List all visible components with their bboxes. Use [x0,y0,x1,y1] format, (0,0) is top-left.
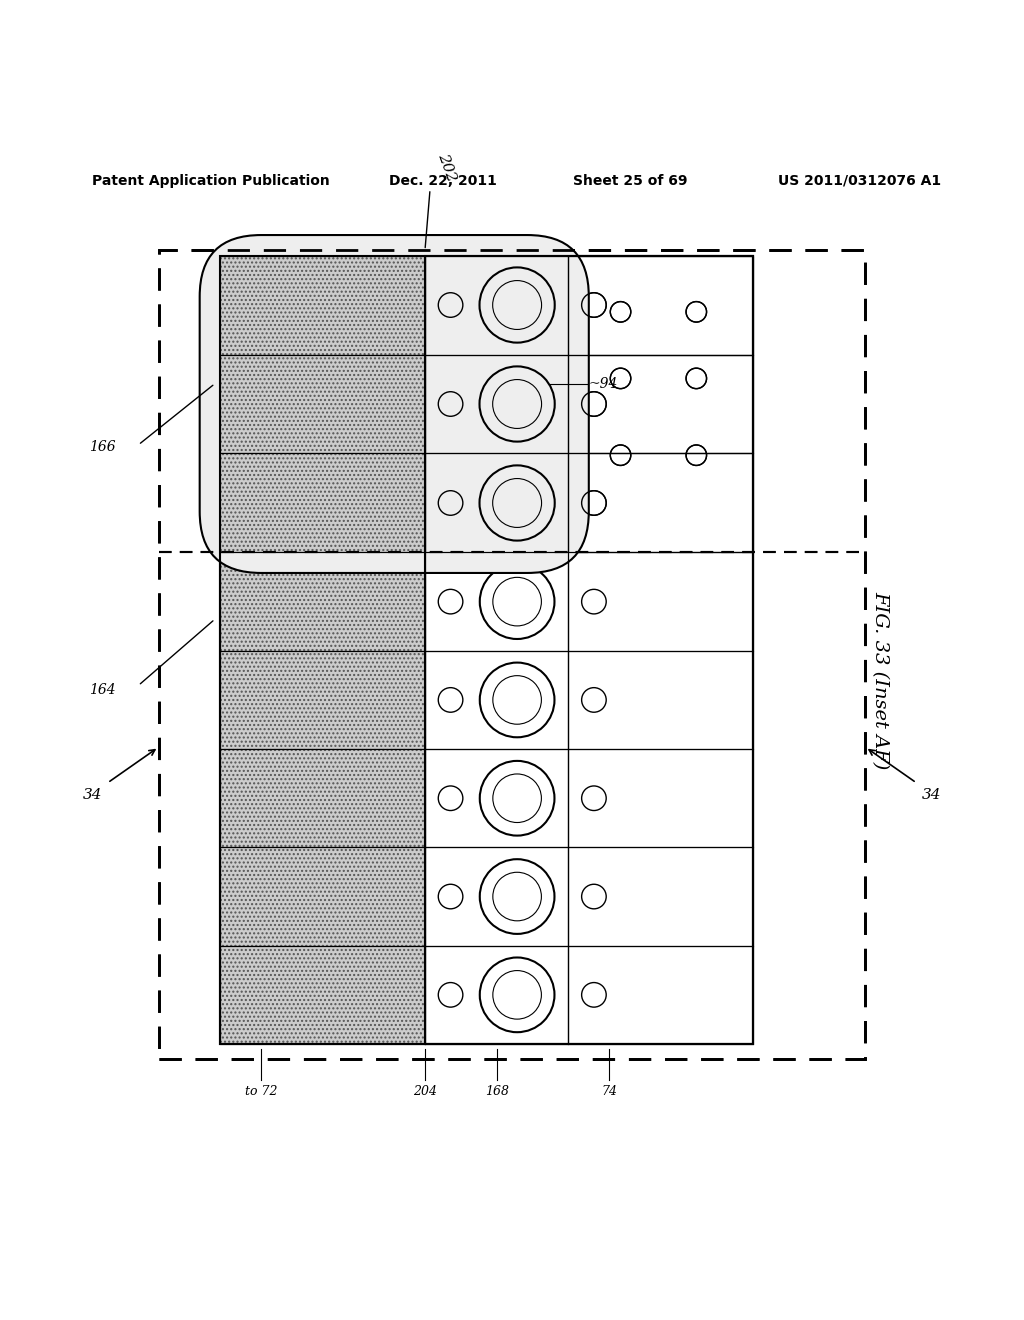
Text: 166: 166 [89,440,116,454]
Bar [220,256,425,355]
Bar [425,355,568,454]
Bar [425,256,568,355]
Bar [568,651,753,748]
Bar [220,355,425,454]
Text: 34: 34 [922,788,941,803]
Bar [425,945,568,1044]
Bar [220,256,425,355]
Bar [220,355,425,454]
Bar [220,256,425,355]
Bar [220,454,425,553]
Text: to 72: to 72 [245,1085,278,1098]
Bar [568,748,753,847]
Bar [220,454,425,553]
Bar [425,651,568,748]
Bar [220,355,425,454]
Bar [220,847,425,945]
Text: FIG. 33 (Inset AF): FIG. 33 (Inset AF) [871,591,890,770]
Bar [220,256,425,355]
Bar [220,651,425,748]
Bar [568,847,753,945]
Bar [220,847,425,945]
Text: Patent Application Publication: Patent Application Publication [92,174,330,187]
Text: 34: 34 [83,788,102,803]
Bar [220,256,753,1044]
FancyBboxPatch shape [200,235,589,573]
Bar [220,651,425,748]
Bar [425,355,568,454]
Text: 202: 202 [435,152,459,183]
Bar [568,454,753,553]
Bar [568,355,753,454]
Bar [425,748,568,847]
Bar [568,454,753,553]
Bar [220,454,425,553]
Bar [568,355,753,454]
Bar [220,355,425,454]
Text: Sheet 25 of 69: Sheet 25 of 69 [573,174,688,187]
Text: 74: 74 [601,1085,617,1098]
Bar [568,945,753,1044]
Text: 168: 168 [484,1085,509,1098]
Bar [220,748,425,847]
Bar [425,454,568,553]
Bar [425,847,568,945]
Text: ~94: ~94 [589,376,618,391]
Bar [220,454,425,553]
Bar [568,256,753,355]
Bar [568,256,753,355]
Bar [425,553,568,651]
Bar [425,256,568,355]
Bar [220,748,425,847]
Bar [159,251,865,1060]
Bar [568,553,753,651]
Text: 164: 164 [89,682,116,697]
Text: 204: 204 [413,1085,437,1098]
Bar [220,553,425,651]
Bar [220,256,753,1044]
Bar [425,256,753,1044]
Bar [159,251,865,1060]
Bar [220,945,425,1044]
Bar [220,945,425,1044]
Bar [220,553,425,651]
Bar [425,454,568,553]
Text: US 2011/0312076 A1: US 2011/0312076 A1 [778,174,941,187]
Text: Dec. 22, 2011: Dec. 22, 2011 [389,174,497,187]
